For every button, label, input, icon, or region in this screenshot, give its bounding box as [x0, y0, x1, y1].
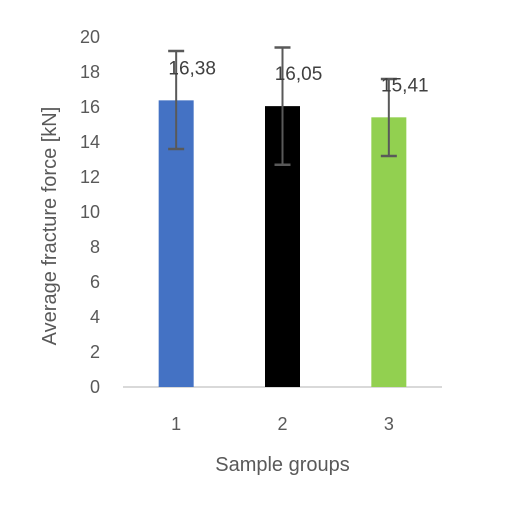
bar-3: [371, 117, 407, 387]
data-label-1: 16,38: [168, 58, 216, 79]
data-labels: 16,38 16,05 15,41: [168, 58, 428, 96]
y-tick-label: 10: [80, 202, 100, 222]
x-axis-title: Sample groups: [215, 454, 350, 476]
y-tick-label: 0: [90, 377, 100, 397]
y-tick-label: 4: [90, 307, 100, 327]
y-tick-label: 16: [80, 97, 100, 117]
y-tick-label: 8: [90, 237, 100, 257]
y-tick-label: 2: [90, 342, 100, 362]
x-tick-label: 2: [277, 414, 287, 434]
y-tick-label: 20: [80, 27, 100, 47]
x-axis-ticks: 1 2 3: [171, 414, 394, 434]
y-tick-label: 18: [80, 62, 100, 82]
x-tick-label: 3: [384, 414, 394, 434]
data-label-3: 15,41: [381, 75, 429, 96]
y-tick-label: 14: [80, 132, 100, 152]
y-axis-ticks: 0 2 4 6 8 10 12 14 16 18 20: [80, 27, 100, 397]
data-label-2: 16,05: [275, 64, 323, 85]
y-axis-title: Average fracture force [kN]: [39, 107, 61, 346]
error-bars: [168, 46, 397, 166]
y-tick-label: 6: [90, 272, 100, 292]
x-tick-label: 1: [171, 414, 181, 434]
y-tick-label: 12: [80, 167, 100, 187]
